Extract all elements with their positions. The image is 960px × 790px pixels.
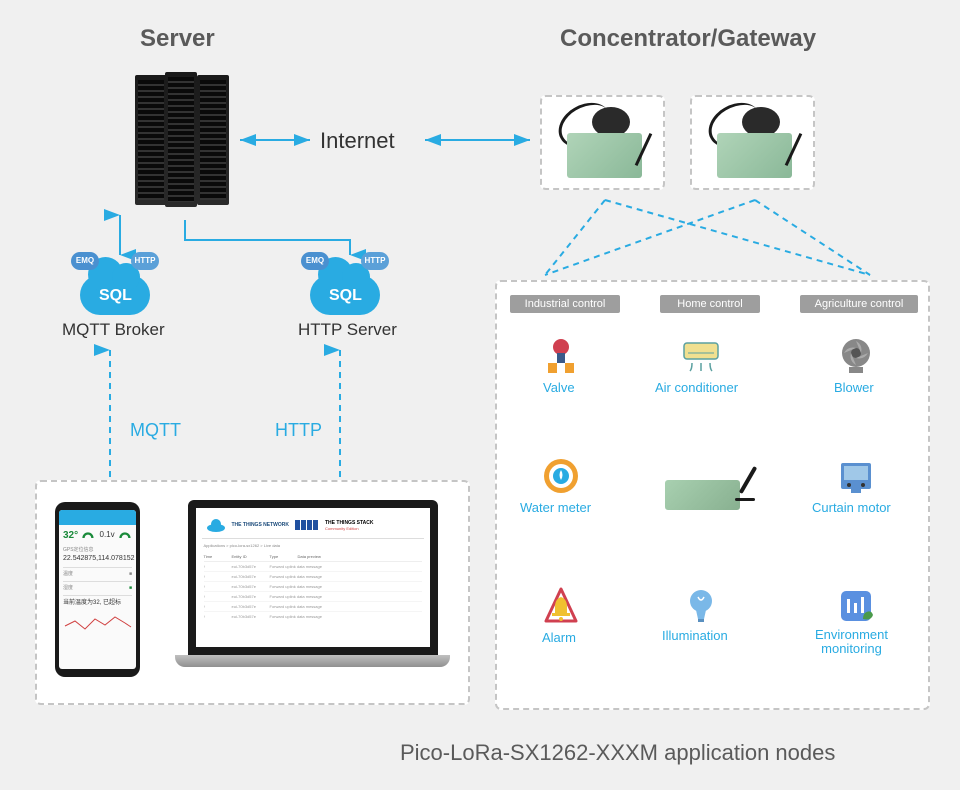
laptop-device: THE THINGS NETWORK THE THINGS STACK Comm… <box>175 500 450 680</box>
gateway-2 <box>690 95 815 190</box>
mqtt-label: MQTT <box>130 420 181 441</box>
environment-icon <box>835 585 877 627</box>
mqtt-cloud-icon: SQL EMQ HTTP <box>75 260 155 315</box>
curtain-motor-label: Curtain motor <box>812 500 891 515</box>
http-cloud-icon: SQL EMQ HTTP <box>305 260 385 315</box>
valve-label: Valve <box>543 380 575 395</box>
gateway-1 <box>540 95 665 190</box>
blower-label: Blower <box>834 380 874 395</box>
alarm-icon <box>540 585 582 627</box>
water-meter-icon <box>540 455 582 497</box>
server-rack-icon <box>135 75 230 210</box>
illumination-icon <box>680 585 722 627</box>
server-title: Server <box>140 25 215 53</box>
water-meter-label: Water meter <box>520 500 591 515</box>
curtain-motor-icon <box>835 455 877 497</box>
mqtt-broker-label: MQTT Broker <box>62 320 165 340</box>
phone-device: 32° 0.1v GPS定位信息 22.542875,114.078152 温度… <box>55 502 140 677</box>
gateway-title: Concentrator/Gateway <box>560 25 816 53</box>
industrial-tag: Industrial control <box>510 295 620 313</box>
ac-icon <box>680 335 722 377</box>
ac-label: Air conditioner <box>655 380 738 395</box>
internet-label: Internet <box>320 128 395 154</box>
http-label: HTTP <box>275 420 322 441</box>
footer-text: Pico-LoRa-SX1262-XXXM application nodes <box>400 740 835 766</box>
agriculture-tag: Agriculture control <box>800 295 918 313</box>
http-server-label: HTTP Server <box>298 320 397 340</box>
illumination-label: Illumination <box>662 628 728 643</box>
pico-device-icon <box>665 460 755 510</box>
valve-icon <box>540 335 582 377</box>
home-tag: Home control <box>660 295 760 313</box>
alarm-label: Alarm <box>542 630 576 645</box>
environment-label: Environment monitoring <box>815 628 888 657</box>
blower-icon <box>835 335 877 377</box>
